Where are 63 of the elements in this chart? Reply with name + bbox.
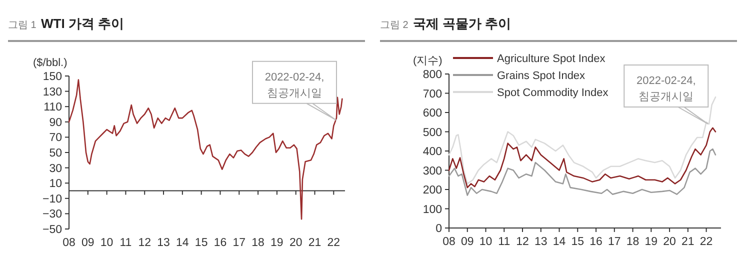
x-tick-label: 19 <box>270 237 284 249</box>
y-tick-label: 700 <box>422 88 442 100</box>
x-tick-label: 21 <box>308 237 322 249</box>
y-tick-label: 130 <box>42 86 62 98</box>
x-tick-label: 16 <box>590 236 602 248</box>
y-tick-label: −30 <box>42 208 62 221</box>
legend-label: Spot Commodity Index <box>497 87 609 99</box>
x-tick-label: 08 <box>442 236 456 248</box>
y-tick-label: 30 <box>49 162 62 175</box>
y-tick-label: 50 <box>49 148 62 160</box>
x-tick-label: 22 <box>700 236 713 248</box>
annotation: 2022-02-24, 침공개시일 <box>264 71 324 100</box>
y-tick-label: 0 <box>436 223 442 235</box>
y-tick-label: 150 <box>42 71 62 83</box>
chart-title: WTI 가격 추이 <box>41 16 124 31</box>
line-series <box>448 148 716 196</box>
x-tick-label: 21 <box>682 236 694 248</box>
y-tick-label: −10 <box>42 193 62 206</box>
y-tick-label: 110 <box>44 102 62 114</box>
x-tick-label: 08 <box>62 237 76 249</box>
y-tick-label: 300 <box>422 165 442 178</box>
x-tick-label: 18 <box>626 236 640 248</box>
x-tick-label: 14 <box>176 237 190 249</box>
x-tick-label: 19 <box>644 236 658 248</box>
x-tick-label: 17 <box>608 236 621 248</box>
x-tick-label: 10 <box>100 237 114 249</box>
legend-label: Grains Spot Index <box>497 70 586 82</box>
x-tick-label: 13 <box>534 236 548 248</box>
y-tick-label: 400 <box>422 146 442 158</box>
x-tick-label: 14 <box>552 236 566 248</box>
annotation: 2022-02-24, 침공개시일 <box>636 75 696 104</box>
x-tick-label: 17 <box>232 237 246 249</box>
line-series <box>448 127 716 188</box>
x-tick-label: 11 <box>498 236 510 248</box>
y-tick-label: 500 <box>422 126 442 139</box>
chart-title: 국제 곡물가 추이 <box>413 16 512 31</box>
x-tick-label: 13 <box>157 237 170 249</box>
x-tick-label: 15 <box>571 236 584 248</box>
x-tick-label: 20 <box>663 236 676 248</box>
x-tick-label: 09 <box>82 237 94 249</box>
y-tick-label: 100 <box>422 204 442 216</box>
x-tick-label: 12 <box>138 237 152 249</box>
x-tick-label: 16 <box>214 237 227 249</box>
caption: 그림 1 <box>8 20 37 31</box>
y-axis-title: (지수) <box>413 55 442 67</box>
x-tick-label: 12 <box>516 236 529 248</box>
y-tick-label: 90 <box>49 116 62 129</box>
y-axis-title: ($/bbl.) <box>33 57 68 69</box>
y-tick-label: 200 <box>422 184 442 196</box>
x-tick-label: 11 <box>120 237 132 249</box>
y-tick-label: −50 <box>42 224 62 236</box>
x-tick-label: 15 <box>194 237 208 249</box>
caption: 그림 2 <box>380 20 409 31</box>
x-tick-label: 10 <box>479 236 492 248</box>
x-tick-label: 20 <box>289 237 302 249</box>
y-tick-label: 800 <box>422 69 442 81</box>
y-tick-label: 600 <box>422 108 442 120</box>
x-tick-label: 09 <box>460 236 474 248</box>
y-tick-label: 70 <box>49 132 62 144</box>
x-tick-label: 18 <box>252 237 264 249</box>
legend-label: Agriculture Spot Index <box>497 53 606 65</box>
x-tick-label: 22 <box>327 237 340 249</box>
y-tick-label: 10 <box>49 178 62 190</box>
